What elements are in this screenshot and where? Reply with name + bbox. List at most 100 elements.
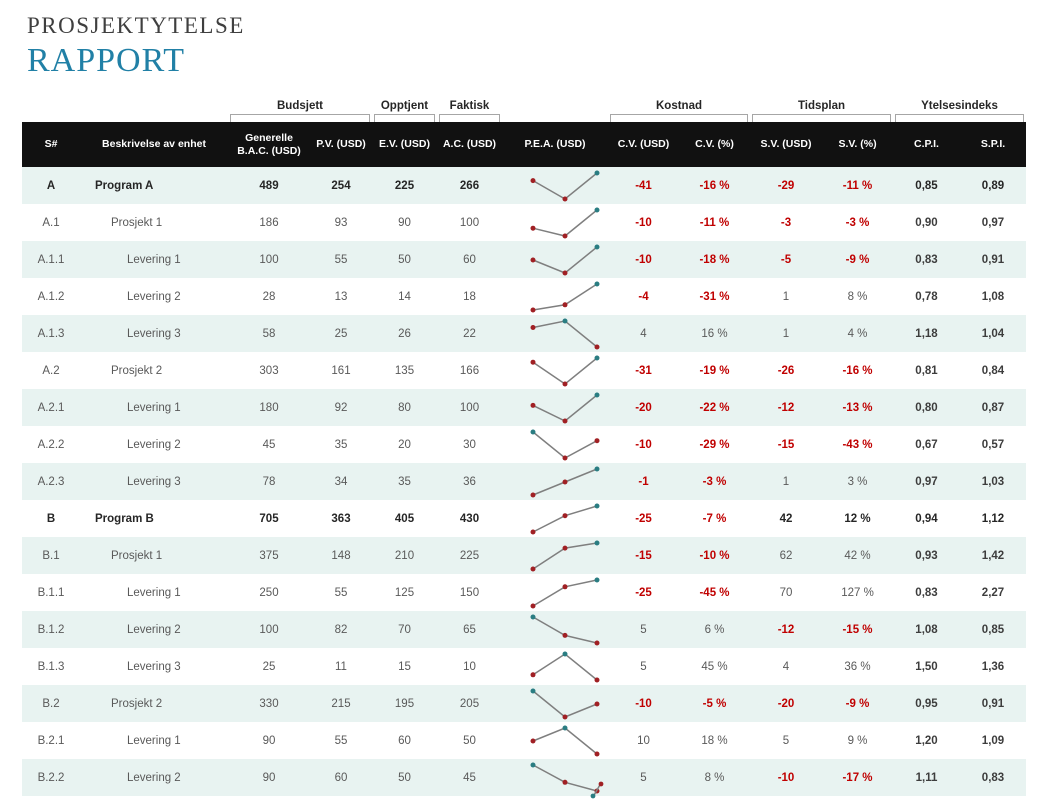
cell-svp[interactable]: 127 % (841, 586, 874, 599)
cell-spi[interactable]: 1,04 (981, 327, 1005, 340)
column-header-sv[interactable]: S.V. (USD) (760, 138, 812, 151)
cell-spi[interactable]: 1,12 (981, 512, 1005, 525)
cell-bac[interactable]: 180 (259, 401, 279, 414)
cell-cvp[interactable]: 6 % (704, 623, 725, 636)
cell-id[interactable]: A.2.3 (37, 475, 65, 488)
cell-cpi[interactable]: 1,50 (915, 660, 938, 673)
cell-bac[interactable]: 489 (259, 179, 279, 192)
cell-cvp[interactable]: -11 % (699, 216, 730, 229)
cell-cvp[interactable]: 45 % (701, 660, 728, 673)
cell-cv[interactable]: -4 (638, 290, 649, 303)
cell-pea[interactable] (502, 389, 608, 426)
cell-cv[interactable]: 4 (640, 327, 647, 340)
cell-cpi[interactable]: 1,08 (915, 623, 938, 636)
cell-id[interactable]: B.2 (42, 697, 60, 710)
cell-cv[interactable]: 5 (640, 623, 647, 636)
cell-ac[interactable]: 50 (463, 734, 476, 747)
cell-svp[interactable]: -9 % (845, 697, 870, 710)
cell-id[interactable]: B.2.1 (37, 734, 65, 747)
column-header-ev[interactable]: E.V. (USD) (379, 138, 430, 151)
cell-cvp[interactable]: -45 % (699, 586, 730, 599)
cell-ev[interactable]: 125 (394, 586, 415, 599)
cell-sv[interactable]: -20 (777, 697, 795, 710)
cell-cv[interactable]: -10 (635, 697, 652, 710)
cell-pea[interactable] (502, 722, 608, 759)
cell-cvp[interactable]: 16 % (701, 327, 728, 340)
cell-cpi[interactable]: 1,11 (915, 771, 938, 784)
cell-ac[interactable]: 100 (459, 216, 480, 229)
column-header-cvp[interactable]: C.V. (%) (695, 138, 734, 151)
cell-svp[interactable]: -9 % (845, 253, 870, 266)
cell-ev[interactable]: 26 (398, 327, 411, 340)
cell-pea[interactable] (502, 315, 608, 352)
cell-cpi[interactable]: 0,85 (915, 179, 938, 192)
cell-id[interactable]: A.1.1 (37, 253, 65, 266)
cell-cpi[interactable]: 1,20 (915, 734, 938, 747)
cell-cv[interactable]: 5 (640, 660, 647, 673)
cell-sv[interactable]: -10 (777, 771, 795, 784)
cell-svp[interactable]: -17 % (842, 771, 873, 784)
cell-ev[interactable]: 225 (394, 179, 415, 192)
cell-ac[interactable]: 430 (459, 512, 480, 525)
cell-svp[interactable]: 3 % (847, 475, 868, 488)
cell-cpi[interactable]: 0,80 (915, 401, 938, 414)
cell-desc[interactable]: Levering 1 (127, 734, 181, 747)
cell-bac[interactable]: 78 (262, 475, 276, 488)
cell-ac[interactable]: 30 (463, 438, 476, 451)
cell-desc[interactable]: Program A (95, 179, 154, 192)
cell-svp[interactable]: -43 % (842, 438, 873, 451)
cell-pv[interactable]: 60 (334, 771, 348, 784)
cell-cv[interactable]: -10 (635, 253, 652, 266)
cell-bac[interactable]: 705 (259, 512, 279, 525)
group-label-faktisk[interactable]: Faktisk (449, 100, 490, 112)
column-header-spi[interactable]: S.P.I. (980, 138, 1006, 151)
cell-cv[interactable]: -41 (635, 179, 652, 192)
cell-cpi[interactable]: 0,94 (915, 512, 938, 525)
cell-id[interactable]: A.1 (42, 216, 60, 229)
cell-svp[interactable]: 12 % (844, 512, 871, 525)
cell-pea[interactable] (502, 167, 608, 204)
cell-pea[interactable] (502, 463, 608, 500)
cell-pea[interactable] (502, 278, 608, 315)
cell-spi[interactable]: 1,36 (981, 660, 1005, 673)
cell-spi[interactable]: 0,84 (981, 364, 1005, 377)
cell-sv[interactable]: 4 (782, 660, 790, 673)
cell-cpi[interactable]: 0,81 (915, 364, 938, 377)
cell-id[interactable]: A.1.3 (37, 327, 65, 340)
cell-pv[interactable]: 148 (331, 549, 351, 562)
cell-svp[interactable]: -13 % (842, 401, 873, 414)
cell-sv[interactable]: -12 (777, 623, 795, 636)
cell-bac[interactable]: 90 (262, 734, 276, 747)
column-header-cpi[interactable]: C.P.I. (914, 138, 939, 151)
column-header-desc[interactable]: Beskrivelse av enhet (102, 138, 206, 151)
cell-ac[interactable]: 65 (463, 623, 476, 636)
cell-desc[interactable]: Levering 3 (127, 660, 181, 673)
cell-sv[interactable]: 5 (782, 734, 790, 747)
column-header-pea[interactable]: P.E.A. (USD) (524, 138, 586, 151)
cell-svp[interactable]: 9 % (847, 734, 868, 747)
cell-id[interactable]: B.1.3 (37, 660, 65, 673)
cell-cpi[interactable]: 0,97 (915, 475, 938, 488)
cell-desc[interactable]: Prosjekt 2 (111, 364, 163, 377)
cell-pv[interactable]: 55 (334, 734, 348, 747)
cell-ac[interactable]: 266 (459, 179, 480, 192)
cell-ac[interactable]: 225 (459, 549, 480, 562)
cell-ac[interactable]: 22 (463, 327, 476, 340)
cell-svp[interactable]: 4 % (847, 327, 868, 340)
cell-cpi[interactable]: 0,78 (915, 290, 938, 303)
cell-ac[interactable]: 60 (463, 253, 476, 266)
cell-pv[interactable]: 35 (334, 438, 348, 451)
cell-svp[interactable]: 36 % (844, 660, 871, 673)
cell-spi[interactable]: 1,09 (981, 734, 1005, 747)
group-label-tidsplan[interactable]: Tidsplan (797, 100, 846, 112)
cell-bac[interactable]: 28 (262, 290, 276, 303)
cell-bac[interactable]: 45 (262, 438, 276, 451)
cell-bac[interactable]: 375 (259, 549, 279, 562)
cell-ev[interactable]: 80 (398, 401, 411, 414)
cell-cv[interactable]: 10 (637, 734, 650, 747)
cell-pv[interactable]: 55 (334, 253, 348, 266)
cell-cv[interactable]: -31 (635, 364, 652, 377)
cell-ev[interactable]: 60 (398, 734, 411, 747)
cell-svp[interactable]: -16 % (842, 364, 873, 377)
cell-sv[interactable]: -12 (777, 401, 795, 414)
